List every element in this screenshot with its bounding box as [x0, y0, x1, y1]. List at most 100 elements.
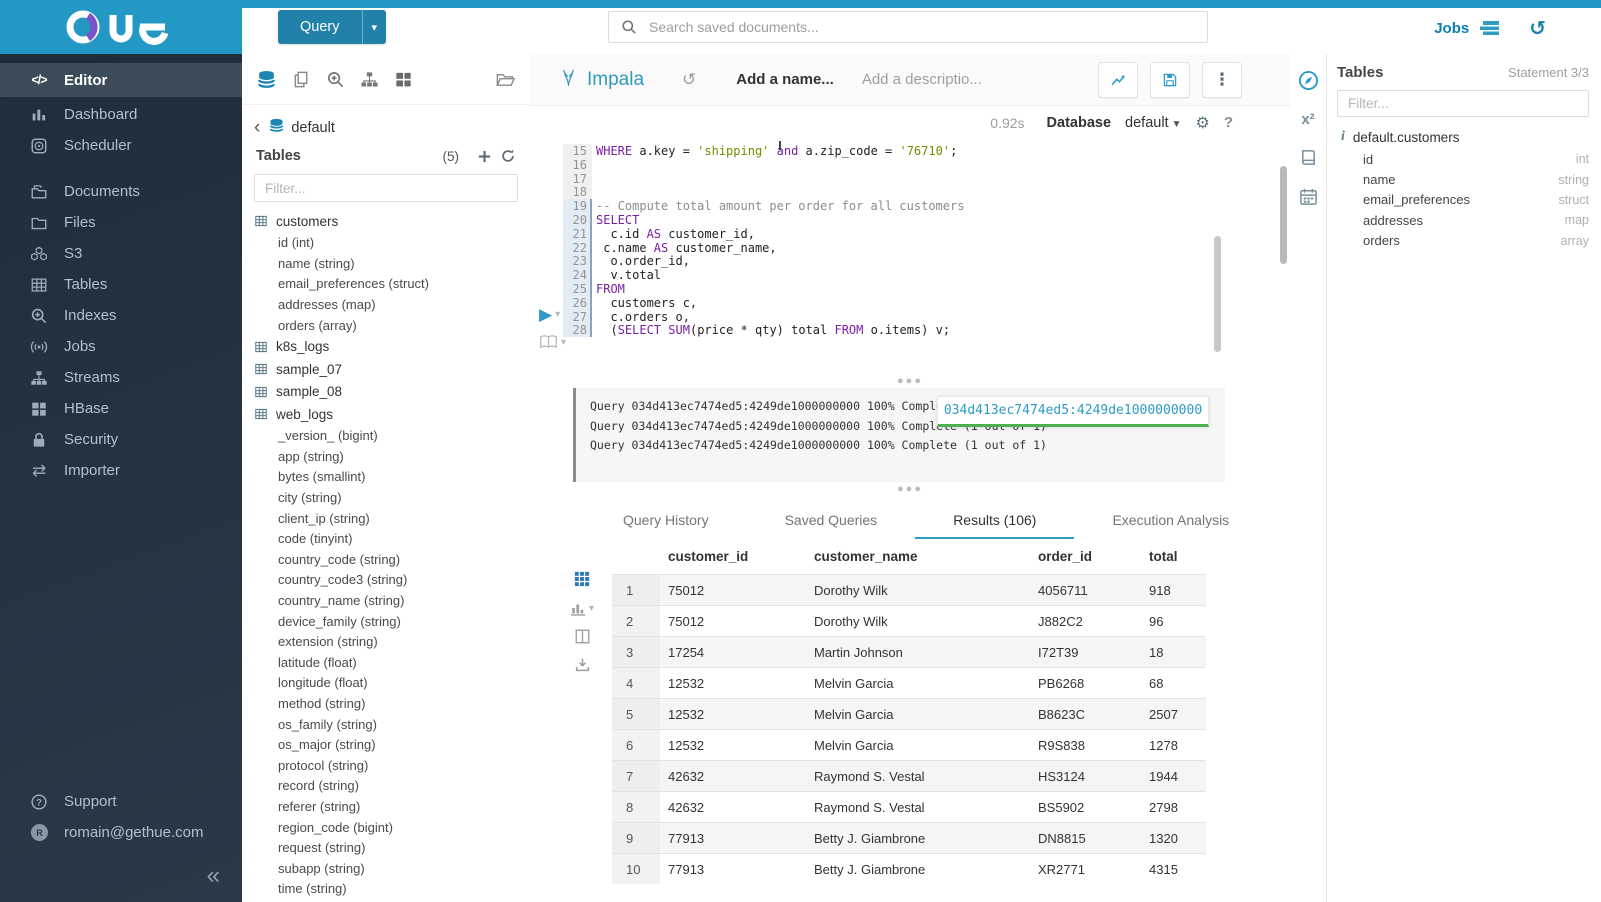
tree-column-item[interactable]: country_code (string) [242, 549, 530, 570]
sidebar-item-hbase[interactable]: HBase [0, 393, 242, 424]
tree-column-item[interactable]: region_code (bigint) [242, 817, 530, 838]
databases-icon[interactable] [256, 69, 277, 90]
tree-column-item[interactable]: extension (string) [242, 631, 530, 652]
tree-column-item[interactable]: longitude (float) [242, 673, 530, 694]
query-button[interactable]: Query [278, 10, 362, 44]
sidebar-item-scheduler[interactable]: Scheduler [0, 130, 242, 161]
result-row[interactable]: 5 12532 Melvin Garcia B8623C 2507 [612, 698, 1206, 730]
chart-button[interactable] [1098, 62, 1138, 98]
tree-column-item[interactable]: protocol (string) [242, 755, 530, 776]
tree-column-item[interactable]: request (string) [242, 837, 530, 858]
tree-column-item[interactable]: latitude (float) [242, 652, 530, 673]
sidebar-item-editor[interactable]: </> Editor [0, 63, 242, 97]
result-row[interactable]: 3 17254 Martin Johnson I72T39 18 [612, 636, 1206, 668]
tree-column-item[interactable]: os_major (string) [242, 734, 530, 755]
current-database[interactable]: default [291, 119, 335, 136]
code-scrollbar[interactable] [1214, 236, 1221, 352]
language-reference-icon[interactable] [1299, 148, 1318, 167]
jobs-list-icon[interactable] [1479, 19, 1501, 37]
sidebar-item-tables[interactable]: Tables [0, 269, 242, 300]
table-column-row[interactable]: orders array [1337, 231, 1589, 251]
result-row[interactable]: 7 42632 Raymond S. Vestal HS3124 1944 [612, 760, 1206, 792]
tree-column-item[interactable]: device_family (string) [242, 611, 530, 632]
grid-view-icon[interactable] [574, 571, 590, 587]
table-column-row[interactable]: name string [1337, 169, 1589, 189]
presentation-mode-icon[interactable]: ▾ [539, 334, 566, 350]
jobs-link[interactable]: Jobs [1434, 19, 1470, 37]
sidebar-item-security[interactable]: Security [0, 424, 242, 455]
tree-table-item[interactable]: sample_07 [242, 358, 530, 381]
tab-saved-queries[interactable]: Saved Queries [784, 512, 878, 528]
tree-column-item[interactable]: client_ip (string) [242, 508, 530, 529]
collapse-sidebar-icon[interactable]: « [206, 862, 220, 889]
tree-table-item[interactable]: k8s_logs [242, 335, 530, 358]
refresh-icon[interactable] [500, 148, 516, 164]
database-dropdown[interactable]: default ▼ [1125, 114, 1182, 131]
columns-icon[interactable] [575, 629, 590, 644]
query-dropdown-button[interactable]: ▾ [361, 10, 387, 44]
tree-column-item[interactable]: city (string) [242, 487, 530, 508]
tree-column-item[interactable]: bytes (smallint) [242, 467, 530, 488]
right-filter-input[interactable] [1346, 95, 1580, 112]
hue-logo[interactable] [0, 0, 242, 54]
code-editor[interactable]: 15 16 17 18 19 20 21 22 23 24 25 26 27 28 WHERE a.key… [530, 140, 1290, 366]
tree-column-item[interactable]: _version_ (bigint) [242, 425, 530, 446]
tree-column-item[interactable]: email_preferences (struct) [242, 274, 530, 295]
tree-column-item[interactable]: app (string) [242, 446, 530, 467]
tree-column-item[interactable]: referer (string) [242, 796, 530, 817]
result-row[interactable]: 6 12532 Melvin Garcia R9S838 1278 [612, 729, 1206, 761]
resize-handle[interactable]: ●●● [897, 375, 923, 387]
tree-column-item[interactable]: addresses (map) [242, 294, 530, 315]
tree-column-item[interactable]: id (int) [242, 233, 530, 254]
engine-selector[interactable]: Impala [560, 67, 644, 93]
sidebar-item-jobs[interactable]: Jobs [0, 331, 242, 362]
table-column-row[interactable]: addresses map [1337, 210, 1589, 230]
query-name-field[interactable]: Add a name... [736, 71, 834, 88]
execute-button[interactable]: ▶ ▾ [539, 306, 560, 323]
tree-column-item[interactable]: name (string) [242, 253, 530, 274]
result-row[interactable]: 2 75012 Dorothy Wilk J882C2 96 [612, 605, 1206, 637]
tree-column-item[interactable]: country_name (string) [242, 590, 530, 611]
result-row[interactable]: 1 75012 Dorothy Wilk 4056711 918 [612, 574, 1206, 606]
query-id-tooltip[interactable]: 034d413ec7474ed5:4249de1000000000 [937, 396, 1209, 427]
tree-column-item[interactable]: subapp (string) [242, 858, 530, 879]
zoom-in-icon[interactable] [326, 70, 345, 89]
new-query-split-button[interactable]: Query ▾ [278, 10, 387, 44]
tree-column-item[interactable]: time (string) [242, 879, 530, 900]
sidebar-item-files[interactable]: Files [0, 207, 242, 238]
result-row[interactable]: 9 77913 Betty J. Giambrone DN8815 1320 [612, 822, 1206, 854]
chart-view-icon[interactable]: ▾ [570, 600, 594, 616]
resize-handle[interactable]: ●●● [897, 483, 923, 495]
tree-column-item[interactable]: code (tinyint) [242, 528, 530, 549]
sidebar-item-dashboard[interactable]: Dashboard [0, 99, 242, 130]
save-button[interactable] [1150, 62, 1190, 98]
sidebar-item-streams[interactable]: Streams [0, 362, 242, 393]
tree-column-item[interactable]: method (string) [242, 693, 530, 714]
back-chevron-icon[interactable]: ‹ [254, 117, 261, 138]
apps-grid-icon[interactable] [394, 70, 413, 89]
tab-query-history[interactable]: Query History [623, 512, 709, 528]
code-lines[interactable]: WHERE a.key = 'shipping' and a.zip_code … [596, 141, 1210, 337]
tree-table-item[interactable]: web_logs [242, 403, 530, 426]
tree-column-item[interactable]: orders (array) [242, 315, 530, 336]
undo-history-icon[interactable]: ↺ [682, 69, 697, 89]
sidebar-item-importer[interactable]: ⇄ Importer [0, 455, 242, 486]
documents-copy-icon[interactable] [292, 70, 311, 89]
schedule-calendar-icon[interactable] [1299, 187, 1318, 206]
tree-column-item[interactable]: url (string) [242, 899, 530, 900]
sidebar-item-documents[interactable]: Documents [0, 176, 242, 207]
functions-icon[interactable]: x² [1301, 111, 1315, 128]
result-row[interactable]: 8 42632 Raymond S. Vestal BS5902 2798 [612, 791, 1206, 823]
help-icon[interactable]: ? [1223, 114, 1233, 131]
search-input[interactable] [647, 18, 1207, 36]
sidebar-item-user[interactable]: R romain@gethue.com [0, 817, 242, 848]
result-row[interactable]: 10 77913 Betty J. Giambrone XR2771 4315 [612, 853, 1206, 884]
tab-execution-analysis[interactable]: Execution Analysis [1112, 512, 1230, 528]
tables-filter-input[interactable] [263, 179, 509, 197]
result-row[interactable]: 4 12532 Melvin Garcia PB6268 68 [612, 667, 1206, 699]
tree-column-item[interactable]: country_code3 (string) [242, 570, 530, 591]
active-table[interactable]: i default.customers [1337, 129, 1589, 145]
sidebar-item-indexes[interactable]: Indexes [0, 300, 242, 331]
query-history-icon[interactable]: ↺ [1529, 17, 1546, 40]
add-table-icon[interactable] [477, 149, 492, 164]
